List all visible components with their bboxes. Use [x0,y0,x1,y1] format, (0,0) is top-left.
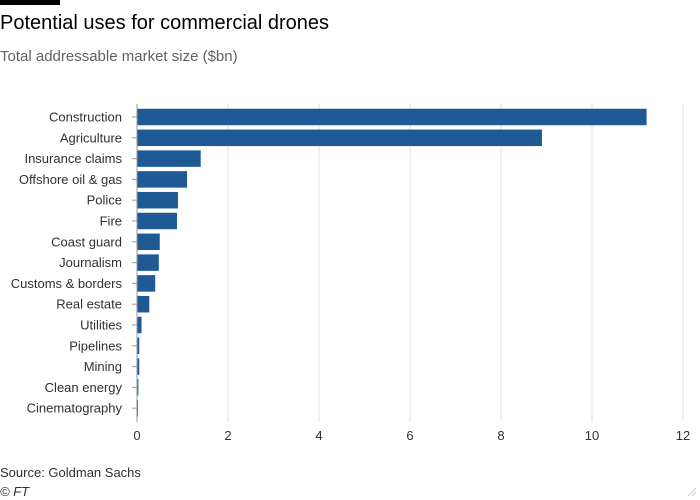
category-label: Utilities [80,318,122,333]
category-label: Pipelines [69,338,122,353]
x-tick-label: 0 [133,428,140,443]
x-tick-label: 4 [315,428,322,443]
chart-subtitle: Total addressable market size ($bn) [0,48,238,65]
bar [137,212,178,230]
bar [137,337,140,355]
bar [137,191,178,209]
bar [137,233,160,251]
category-label: Journalism [59,255,122,270]
category-label: Real estate [56,297,122,312]
category-label: Police [87,193,122,208]
category-label: Customs & borders [11,276,123,291]
bar [137,275,156,292]
chart-title: Potential uses for commercial drones [0,12,330,34]
category-label: Coast guard [51,234,122,249]
bar [137,129,542,147]
category-label: Offshore oil & gas [19,172,123,187]
category-label: Fire [100,214,122,229]
bar [137,379,139,396]
copyright-credit: © FT [0,484,30,499]
category-label: Insurance claims [24,151,122,166]
bar [137,171,188,188]
category-label: Cinematography [27,401,123,416]
bar [137,108,647,126]
x-tick-label: 12 [676,428,690,443]
bar [137,358,140,375]
x-tick-label: 8 [497,428,504,443]
bar [137,150,201,167]
category-label: Construction [49,110,122,125]
x-tick-label: 10 [585,428,599,443]
category-label: Clean energy [45,380,123,395]
bar [137,295,150,313]
x-tick-label: 2 [224,428,231,443]
bar [137,316,142,334]
category-label: Agriculture [60,130,122,145]
bar [137,254,159,271]
bar-chart: 0 2 4 6 8 10 12 Construction Agriculture Insuranc… [11,104,690,443]
resize-grip-icon [687,487,696,496]
source-note: Source: Goldman Sachs [0,465,141,480]
x-tick-label: 6 [406,428,413,443]
category-label: Mining [84,359,122,374]
ft-brand-bar [0,0,60,5]
